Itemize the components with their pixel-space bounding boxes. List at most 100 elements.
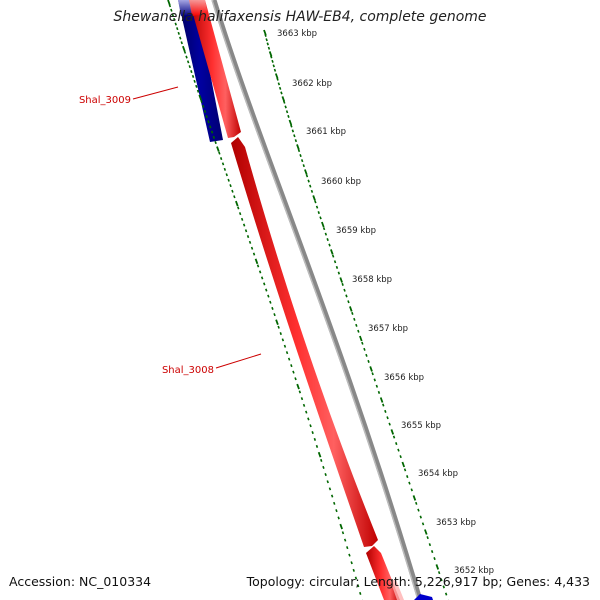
scale-major-tick: [281, 96, 286, 102]
scale-minor-tick: [244, 229, 248, 233]
scale-minor-tick: [421, 522, 425, 526]
scale-minor-tick: [397, 448, 400, 452]
scale-minor-tick: [279, 332, 282, 336]
scale-minor-tick: [278, 86, 282, 90]
scale-minor-tick: [219, 157, 223, 161]
gene-label-shal-3009-group[interactable]: Shal_3009: [79, 86, 179, 106]
scale-minor-tick: [285, 351, 289, 355]
gene-label-shal-3009[interactable]: Shal_3009: [79, 95, 131, 106]
scale-minor-tick: [242, 223, 246, 227]
scale-minor-tick: [317, 211, 320, 215]
scale-minor-tick: [256, 264, 260, 268]
scale-minor-tick: [285, 110, 289, 114]
scale-major-tick: [198, 94, 202, 101]
scale-minor-tick: [403, 468, 407, 472]
scale-major-tick: [304, 169, 308, 175]
scale-minor-tick: [290, 124, 293, 128]
scale-minor-tick: [195, 84, 198, 88]
scale-minor-tick: [330, 494, 334, 498]
scale-minor-tick: [183, 50, 187, 54]
scale-minor-tick: [410, 488, 413, 492]
scale-minor-tick: [322, 227, 326, 231]
scale-tick-label: 3654 kbp: [418, 469, 458, 479]
scale-major-tick: [379, 397, 384, 403]
scale-major-tick: [317, 451, 322, 458]
scale-major-tick: [167, 0, 171, 6]
scale-minor-tick: [284, 105, 287, 109]
scale-minor-tick: [196, 89, 200, 93]
scale-minor-tick: [313, 437, 317, 441]
scale-minor-tick: [417, 508, 420, 512]
scale-minor-tick: [315, 444, 319, 448]
scale-minor-tick: [315, 205, 319, 209]
scale-minor-tick: [365, 353, 368, 357]
scale-minor-tick: [341, 531, 345, 535]
scale-minor-tick: [176, 27, 179, 31]
scale-minor-tick: [355, 323, 358, 327]
scale-minor-tick: [333, 501, 336, 505]
scale-minor-tick: [326, 238, 329, 242]
scale-minor-tick: [269, 300, 272, 304]
genome-title: Shewanella halifaxensis HAW-EB4, complet…: [113, 9, 487, 25]
scale-minor-tick: [231, 189, 234, 193]
scale-minor-tick: [233, 195, 236, 199]
scale-minor-tick: [264, 33, 267, 37]
gene-shal-3009[interactable]: [178, 0, 223, 142]
scale-minor-tick: [440, 578, 443, 582]
gene-label-leader-shal-3008: [215, 353, 262, 369]
gene-shal-3008[interactable]: [231, 137, 378, 547]
scale-major-tick: [424, 529, 428, 535]
scale-minor-tick: [382, 403, 385, 407]
scale-minor-tick: [193, 79, 196, 83]
scale-minor-tick: [240, 217, 244, 221]
scale-minor-tick: [428, 543, 432, 547]
scale-minor-tick: [363, 347, 366, 351]
gene-label-shal-3008-group[interactable]: Shal_3008: [162, 353, 262, 376]
scale-minor-tick: [307, 179, 310, 183]
scale-minor-tick: [433, 557, 436, 561]
scale-minor-tick: [419, 515, 422, 519]
scale-major-tick: [254, 258, 259, 265]
scale-minor-tick: [210, 130, 214, 134]
gene-forward-lower[interactable]: [366, 546, 400, 600]
genome-backbone: [211, 0, 423, 600]
scale-minor-tick: [426, 536, 429, 540]
scale-minor-tick: [331, 254, 335, 258]
scale-minor-tick: [218, 151, 221, 155]
scale-minor-tick: [190, 70, 193, 74]
scale-minor-tick: [399, 455, 402, 459]
scale-minor-tick: [265, 288, 268, 292]
scale-minor-tick: [229, 184, 232, 188]
scale-minor-tick: [299, 154, 302, 158]
scale-major-tick: [401, 461, 406, 468]
scale-minor-tick: [248, 240, 252, 244]
scale-minor-tick: [337, 271, 341, 275]
scale-tick-label: 3659 kbp: [336, 226, 376, 236]
scale-minor-tick: [267, 294, 270, 298]
scale-minor-tick: [214, 141, 217, 145]
gene-label-shal-3008[interactable]: Shal_3008: [162, 365, 214, 376]
scale-minor-tick: [375, 384, 379, 388]
gene-reverse-bottom[interactable]: [414, 594, 433, 600]
scale-minor-tick: [258, 270, 262, 274]
scale-minor-tick: [386, 416, 389, 420]
scale-minor-tick: [281, 338, 285, 342]
scale-minor-tick: [287, 357, 291, 361]
scale-minor-tick: [191, 74, 195, 78]
scale-minor-tick: [350, 561, 353, 565]
scale-minor-tick: [277, 82, 281, 86]
scale-minor-tick: [203, 109, 207, 113]
scale-minor-tick: [309, 184, 312, 188]
scale-minor-tick: [415, 501, 418, 505]
scale-minor-tick: [250, 246, 254, 250]
scale-minor-tick: [298, 390, 302, 394]
scale-major-tick: [349, 306, 353, 312]
gene-forward-upper[interactable]: [189, 0, 241, 138]
scale-tick-label: 3658 kbp: [352, 275, 392, 285]
scale-major-tick: [296, 144, 300, 150]
scale-minor-tick: [322, 465, 325, 469]
scale-minor-tick: [324, 232, 328, 236]
scale-minor-tick: [408, 481, 411, 485]
scale-minor-tick: [302, 164, 305, 168]
scale-minor-tick: [357, 329, 360, 333]
